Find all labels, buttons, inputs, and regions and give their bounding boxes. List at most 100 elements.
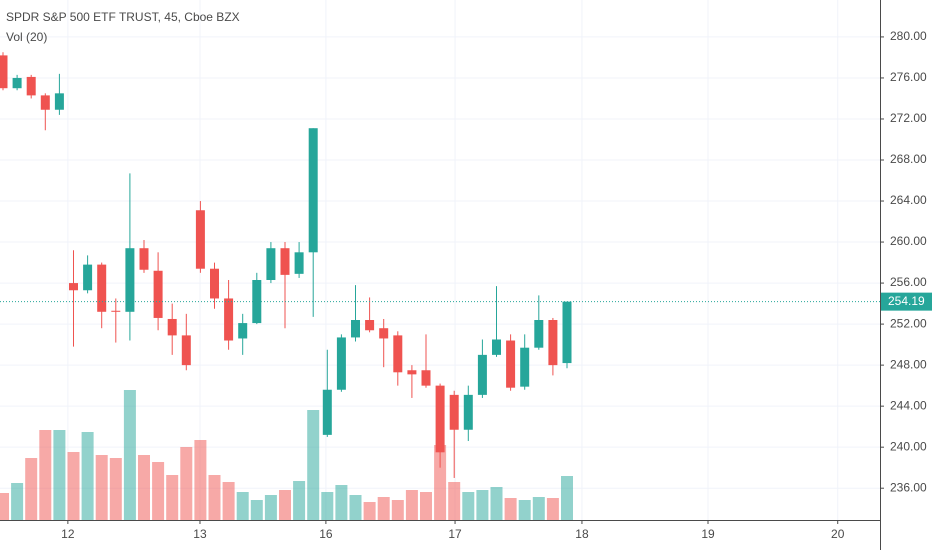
volume-bar xyxy=(518,500,531,520)
plot xyxy=(0,52,573,520)
candle-body xyxy=(167,318,177,336)
x-tick-label: 19 xyxy=(701,527,715,541)
candle-body xyxy=(0,55,8,89)
y-tick-label: 240.00 xyxy=(890,439,927,453)
volume-bar xyxy=(561,476,573,520)
volume-bar xyxy=(279,490,291,520)
volume-bar xyxy=(236,492,249,520)
last-price-label: 254.19 xyxy=(888,294,925,308)
candle-body xyxy=(12,77,22,89)
volume-bar xyxy=(109,458,122,520)
candle-body xyxy=(492,339,501,355)
volume-bar xyxy=(123,390,136,520)
y-tick-label: 252.00 xyxy=(890,316,927,330)
volume-bar xyxy=(250,500,263,520)
volume-bar xyxy=(67,452,80,520)
candle-body xyxy=(54,93,64,110)
y-tick-label: 280.00 xyxy=(890,29,927,43)
volume-bar xyxy=(307,410,320,520)
volume-bar xyxy=(546,498,559,520)
candle-body xyxy=(407,370,417,375)
candle-body xyxy=(181,335,191,366)
volume-bar xyxy=(81,432,94,520)
chart-title: SPDR S&P 500 ETF TRUST, 45, Cboe BZX xyxy=(6,10,240,24)
volume-bar xyxy=(208,475,221,520)
candle-body xyxy=(308,128,318,253)
y-tick-label: 236.00 xyxy=(890,480,927,494)
candle-body xyxy=(252,280,262,324)
candle-body xyxy=(506,340,516,388)
volume-bar xyxy=(434,445,447,520)
candle-body xyxy=(238,323,248,339)
x-tick-label: 12 xyxy=(61,527,75,541)
volume-bar xyxy=(222,482,235,520)
volume-bar xyxy=(11,483,24,520)
candle-body xyxy=(463,394,473,430)
volume-bar xyxy=(405,490,418,520)
y-tick-label: 244.00 xyxy=(890,398,927,412)
volume-bar xyxy=(180,447,193,520)
y-tick-label: 256.00 xyxy=(890,275,927,289)
x-tick-label: 18 xyxy=(575,527,589,541)
volume-bar xyxy=(138,455,150,520)
y-tick-label: 276.00 xyxy=(890,70,927,84)
x-tick-label: 20 xyxy=(831,527,845,541)
candle-body xyxy=(435,385,445,453)
candle-body xyxy=(266,248,276,280)
candle-body xyxy=(280,248,290,275)
y-tick-label: 248.00 xyxy=(890,357,927,371)
candle-body xyxy=(195,210,205,269)
volume-bar xyxy=(420,492,432,520)
volume-bar xyxy=(152,462,165,520)
candle-body xyxy=(97,264,107,312)
candle-body xyxy=(449,394,459,430)
candle-body xyxy=(534,320,544,348)
y-tick-label: 272.00 xyxy=(890,111,927,125)
candle-body xyxy=(294,252,304,274)
volume-bar xyxy=(264,495,277,520)
candle-body xyxy=(336,337,346,390)
candle-body xyxy=(421,370,431,386)
candle-body xyxy=(153,270,163,318)
candle-body xyxy=(26,76,36,96)
volume-bar xyxy=(504,498,517,520)
candle-body xyxy=(224,298,234,341)
volume-bar xyxy=(321,492,334,520)
volume-bar xyxy=(476,490,489,520)
volume-bar xyxy=(39,430,52,520)
volume-bar xyxy=(349,495,362,520)
candle-body xyxy=(351,320,360,338)
volume-bar xyxy=(462,492,475,520)
candle-body xyxy=(69,283,78,291)
candle-body xyxy=(520,347,530,387)
volume-bar xyxy=(0,493,9,520)
candle-body xyxy=(83,264,93,291)
candle-body xyxy=(548,320,558,366)
volume-bar xyxy=(53,430,66,520)
candle-body xyxy=(477,354,487,395)
candle-body xyxy=(111,310,121,312)
candle-body xyxy=(393,335,403,373)
y-tick-label: 268.00 xyxy=(890,152,927,166)
volume-bar xyxy=(532,497,545,520)
volume-bar xyxy=(391,500,404,520)
candle-body xyxy=(322,389,332,435)
candle-body xyxy=(125,248,135,312)
candle-body xyxy=(365,320,375,331)
x-tick-label: 13 xyxy=(193,527,207,541)
last-price-box xyxy=(881,292,932,311)
candle-body xyxy=(562,301,572,364)
volume-bar xyxy=(166,475,179,520)
volume-bar xyxy=(293,481,306,520)
y-tick-label: 260.00 xyxy=(890,234,927,248)
candle-body xyxy=(40,95,50,110)
volume-bar xyxy=(25,458,38,520)
volume-label: Vol (20) xyxy=(6,30,47,44)
volume-bar xyxy=(194,440,207,520)
volume-bar xyxy=(95,455,108,520)
candle-body xyxy=(210,268,219,299)
volume-bar xyxy=(377,497,390,520)
volume-bar xyxy=(490,487,503,520)
volume-bar xyxy=(448,482,461,520)
